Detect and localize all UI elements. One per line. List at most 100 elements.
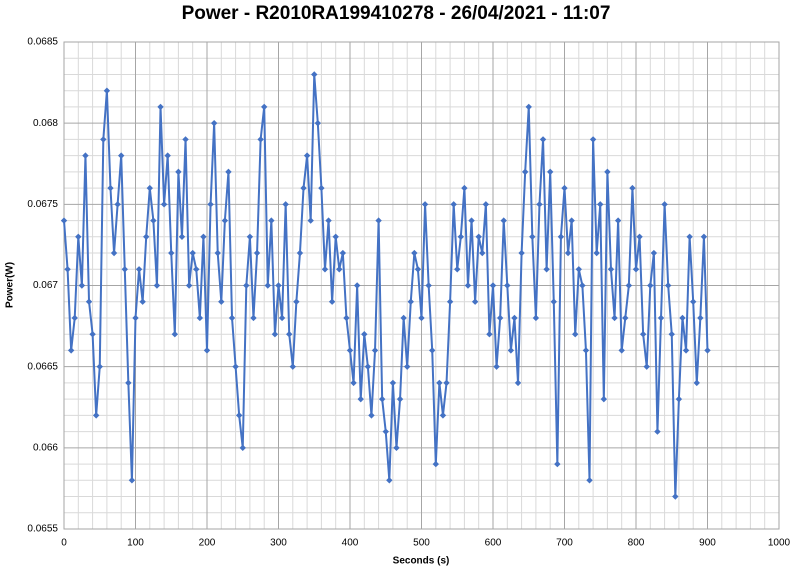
- data-point: [557, 233, 565, 240]
- data-point: [243, 282, 250, 289]
- data-point: [414, 266, 422, 273]
- data-point: [543, 266, 550, 273]
- data-point: [450, 201, 457, 208]
- data-point: [185, 282, 193, 289]
- data-point: [457, 233, 465, 240]
- data-point: [153, 282, 161, 289]
- data-point: [389, 379, 397, 387]
- data-point: [657, 314, 665, 322]
- data-point: [482, 201, 490, 208]
- data-point: [436, 379, 443, 387]
- data-point: [622, 314, 629, 322]
- data-point: [314, 119, 322, 127]
- data-point: [479, 249, 486, 257]
- plot-border: [63, 41, 780, 530]
- data-point: [182, 136, 189, 143]
- data-point: [371, 347, 379, 354]
- data-point: [475, 233, 482, 240]
- data-point: [171, 331, 179, 338]
- data-point: [550, 298, 557, 305]
- data-point: [257, 136, 264, 143]
- data-point: [582, 347, 590, 354]
- data-point: [107, 184, 114, 192]
- data-point: [704, 347, 711, 354]
- data-point: [611, 314, 618, 322]
- data-point: [572, 331, 579, 338]
- data-point: [511, 314, 518, 322]
- data-point: [96, 363, 103, 370]
- data-point: [529, 233, 536, 240]
- data-point: [532, 314, 540, 322]
- x-tick-label: 700: [556, 538, 573, 549]
- data-point: [71, 314, 78, 322]
- x-tick-label: 800: [628, 538, 645, 549]
- data-point: [461, 184, 468, 192]
- data-point: [168, 249, 175, 257]
- data-point: [353, 282, 361, 289]
- data-point: [643, 363, 650, 370]
- data-point: [239, 444, 246, 452]
- data-point: [429, 347, 436, 354]
- data-point: [425, 282, 432, 289]
- data-point: [332, 233, 339, 240]
- data-point: [110, 249, 118, 257]
- data-point: [193, 266, 200, 273]
- data-point: [225, 168, 232, 176]
- data-point: [632, 266, 640, 273]
- data-point: [296, 249, 304, 257]
- data-point: [614, 217, 622, 224]
- data-point: [132, 314, 139, 322]
- data-point: [521, 168, 529, 176]
- data-point: [514, 379, 522, 387]
- data-point: [143, 233, 150, 240]
- data-point: [203, 347, 211, 354]
- data-point: [575, 266, 582, 273]
- data-point: [346, 347, 354, 354]
- data-point: [160, 201, 168, 208]
- data-point: [221, 217, 229, 224]
- data-point: [103, 87, 111, 94]
- data-point: [210, 119, 218, 127]
- data-point: [500, 217, 507, 224]
- data-point: [321, 266, 329, 273]
- x-tick-label: 500: [413, 538, 430, 549]
- data-point: [293, 298, 300, 305]
- data-point: [175, 168, 182, 176]
- x-tick-label: 200: [199, 538, 216, 549]
- data-point: [554, 460, 561, 468]
- data-point: [664, 282, 672, 289]
- data-point: [282, 201, 289, 208]
- y-tick-label: 0.067: [33, 280, 58, 291]
- data-point: [411, 249, 418, 257]
- data-point: [443, 379, 450, 387]
- data-point: [568, 217, 575, 224]
- data-point: [350, 379, 357, 387]
- data-point: [432, 460, 439, 468]
- y-tick-label: 0.0665: [27, 361, 58, 372]
- data-point: [439, 412, 447, 419]
- data-point: [268, 217, 275, 224]
- chart-title: Power - R2010RA199410278 - 26/04/2021 - …: [182, 3, 611, 24]
- data-point: [157, 103, 164, 111]
- data-point: [196, 314, 204, 322]
- data-point: [164, 152, 171, 159]
- data-point: [404, 363, 411, 370]
- x-tick-label: 600: [485, 538, 502, 549]
- data-point: [693, 379, 700, 387]
- data-point: [300, 184, 307, 192]
- data-point: [539, 136, 547, 143]
- data-point: [246, 233, 254, 240]
- data-point: [114, 201, 121, 208]
- data-point: [697, 314, 704, 322]
- data-point: [64, 266, 71, 273]
- data-point: [357, 395, 364, 403]
- data-point: [682, 347, 690, 354]
- data-point: [386, 477, 393, 484]
- x-tick-label: 1000: [768, 538, 791, 549]
- data-point: [675, 395, 683, 403]
- data-point: [228, 314, 236, 322]
- data-point: [639, 331, 647, 338]
- data-point: [118, 152, 125, 159]
- x-tick-label: 0: [61, 538, 67, 549]
- data-point: [593, 249, 600, 257]
